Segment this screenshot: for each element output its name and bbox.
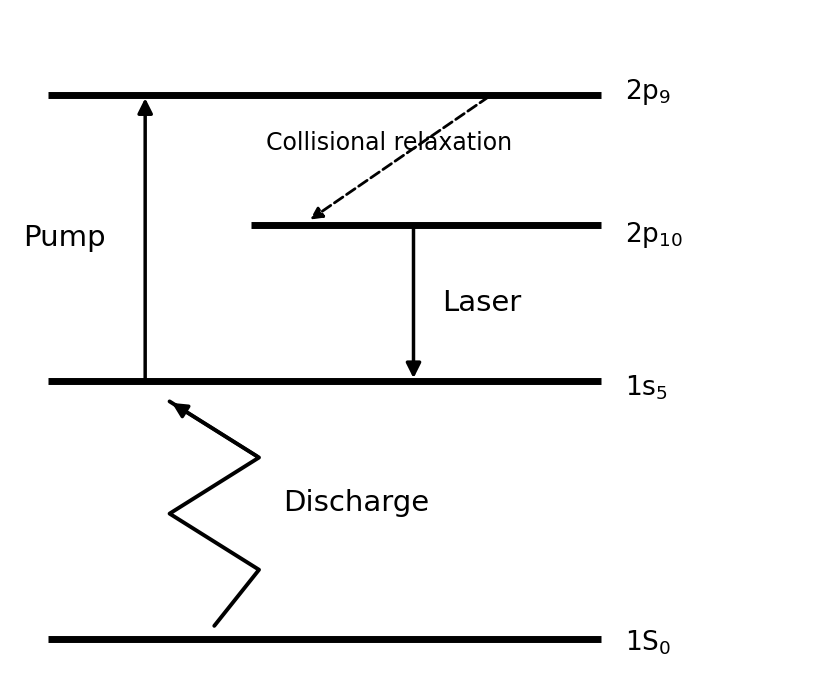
Text: 1S$_0$: 1S$_0$ xyxy=(625,629,672,657)
Text: 1s$_5$: 1s$_5$ xyxy=(625,373,668,402)
Text: 2p$_9$: 2p$_9$ xyxy=(625,77,671,107)
Text: 2p$_{10}$: 2p$_{10}$ xyxy=(625,220,683,250)
Text: Pump: Pump xyxy=(23,224,106,252)
Text: Laser: Laser xyxy=(442,289,521,316)
Text: Collisional relaxation: Collisional relaxation xyxy=(266,131,512,155)
Text: Discharge: Discharge xyxy=(284,489,429,518)
